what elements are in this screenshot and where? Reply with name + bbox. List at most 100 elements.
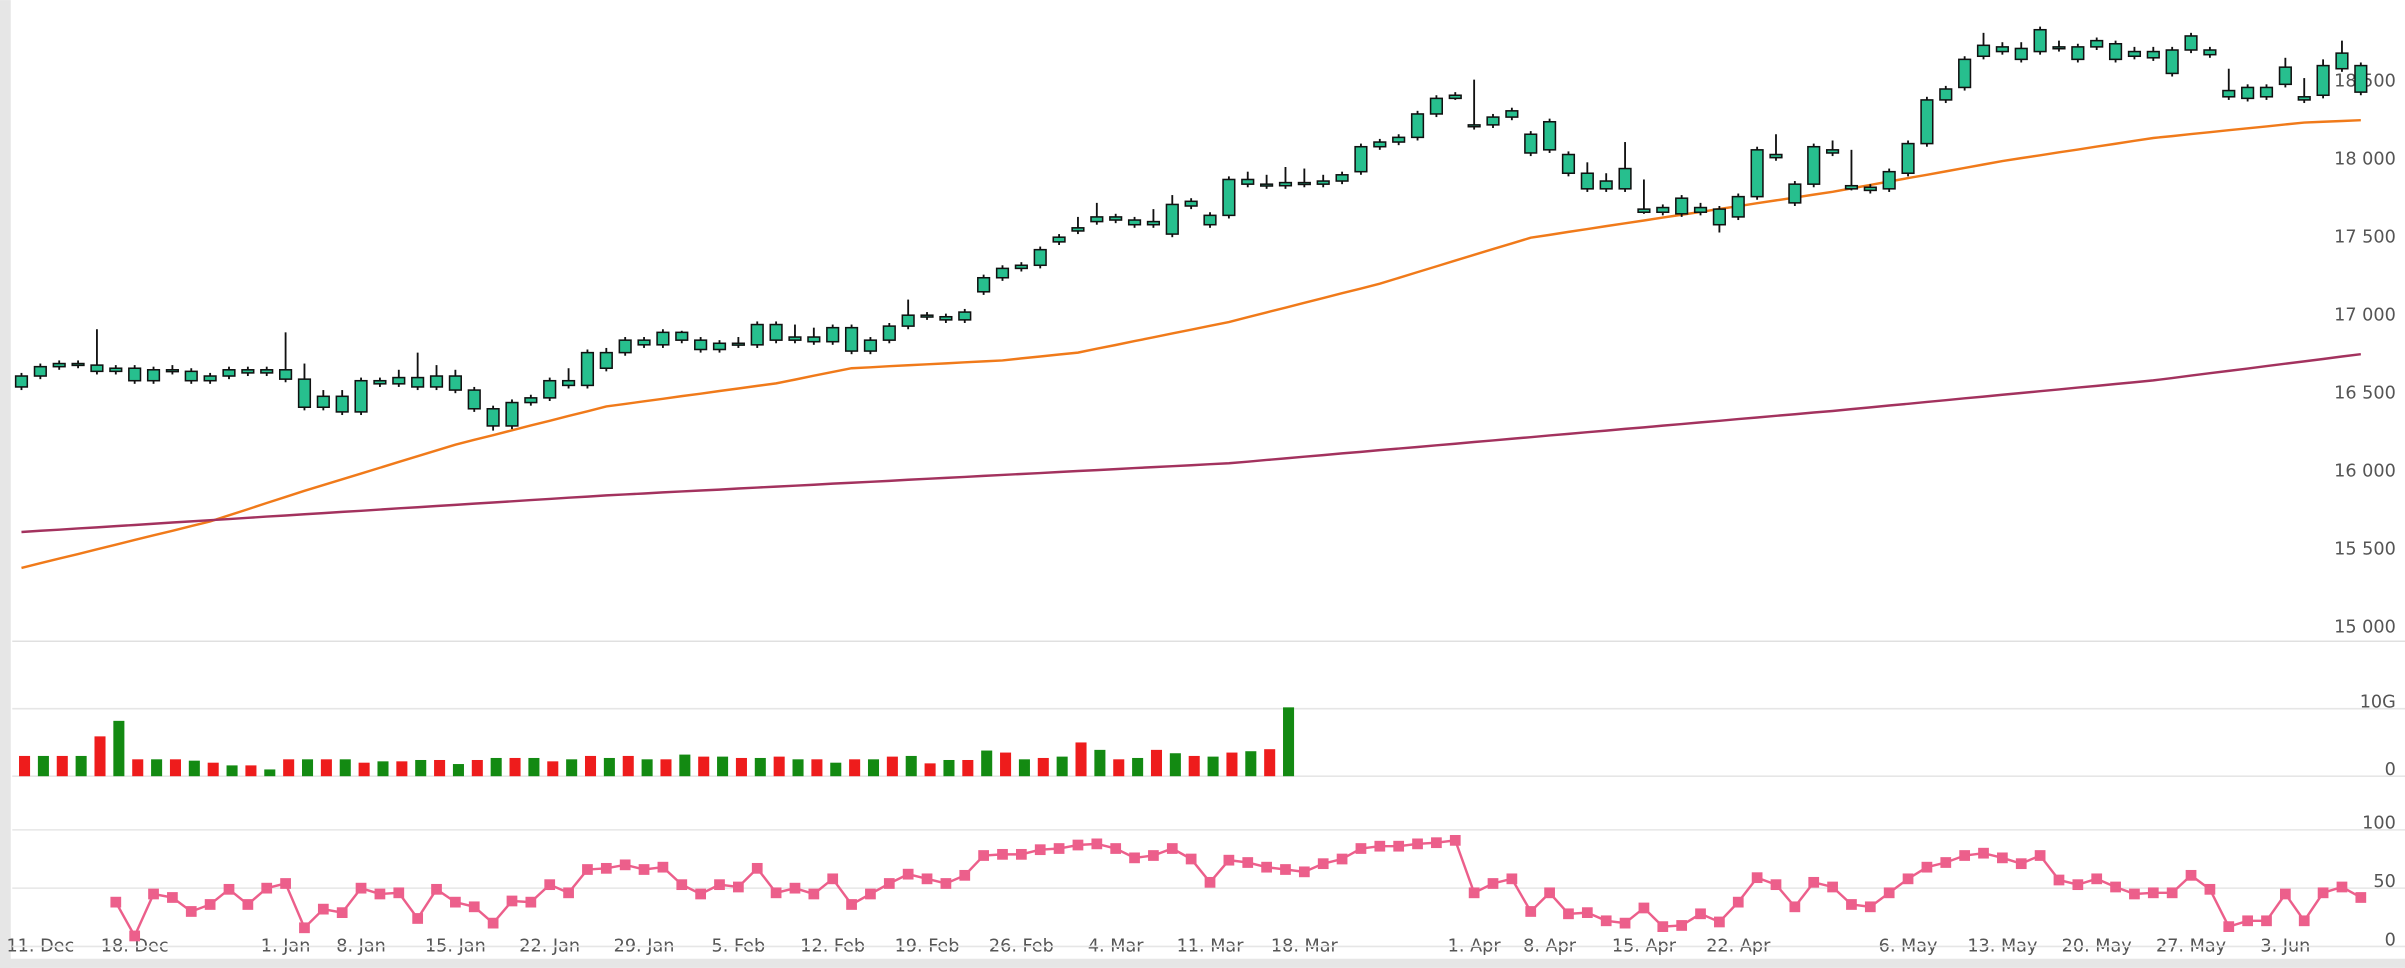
volume-bar [1094, 749, 1106, 777]
oscillator-marker [1412, 838, 1423, 850]
volume-bar [113, 720, 125, 777]
candle-body [1014, 264, 1028, 270]
volume-bar [339, 759, 351, 777]
candle-body [995, 267, 1010, 279]
candle-body [2297, 96, 2311, 101]
oscillator-marker [1789, 901, 1801, 913]
oscillator-marker [1431, 837, 1442, 849]
oscillator-marker [1449, 834, 1461, 846]
candle-body [2241, 86, 2255, 100]
oscillator-marker [2355, 892, 2367, 903]
candle-body [580, 351, 595, 387]
oscillator-marker [638, 864, 650, 875]
oscillator-marker [1374, 840, 1386, 852]
candle-body [1392, 136, 1406, 143]
oscillator-marker [129, 930, 141, 942]
candle-body [2108, 42, 2123, 61]
candle-body [1335, 174, 1349, 182]
candle-body [184, 370, 198, 382]
volume-bar [924, 763, 936, 777]
oscillator-marker [733, 881, 744, 893]
candle-body [901, 314, 915, 327]
candle-body [90, 364, 104, 373]
volume-bar [660, 759, 672, 777]
candle-body [128, 367, 142, 382]
oscillator-marker [1714, 916, 1725, 928]
oscillator-marker [1600, 915, 1612, 927]
candle-body [2184, 35, 2198, 51]
candle-body [788, 336, 802, 341]
oscillator-marker [1110, 843, 1122, 854]
oscillator-marker [1129, 852, 1140, 864]
candle-body [467, 389, 481, 410]
candle-body [71, 362, 85, 367]
candle-body [939, 315, 953, 321]
candle-body [750, 323, 764, 346]
volume-bar [1283, 707, 1295, 777]
candle-body [844, 326, 859, 352]
candle-body [2278, 66, 2292, 86]
candle-body [52, 362, 66, 368]
volume-bar [1132, 757, 1144, 777]
volume-bar [207, 762, 219, 777]
candle-body [1146, 220, 1161, 226]
y-tick-label: 17 500 [2334, 227, 2396, 247]
volume-bar [830, 762, 842, 777]
candle-body [1505, 110, 1519, 118]
volume-bar [415, 759, 427, 777]
candle-body [448, 375, 462, 391]
y-tick-label: 50 [2373, 872, 2395, 892]
candle-body [1939, 88, 1953, 101]
oscillator-marker [808, 888, 820, 900]
volume-bar [1150, 749, 1163, 777]
candle-body [1693, 206, 1708, 214]
oscillator-marker [1751, 872, 1763, 884]
oscillator-marker [1921, 861, 1933, 873]
oscillator-marker [299, 922, 310, 934]
volume-bar [1113, 759, 1125, 777]
candle-body [14, 375, 29, 388]
candle-body [165, 369, 179, 373]
oscillator-marker [2072, 879, 2084, 891]
candle-body [486, 408, 500, 427]
candle-body [977, 276, 991, 293]
volume-bar [490, 757, 502, 777]
candle-body [1807, 145, 1821, 185]
oscillator-marker [1317, 858, 1329, 870]
candle-body [731, 342, 745, 346]
oscillator-marker [2110, 881, 2121, 893]
candle-body [863, 339, 878, 352]
volume-bar [452, 764, 464, 777]
volume-bar [754, 757, 766, 777]
volume-bar [188, 760, 200, 777]
volume-bar [264, 769, 276, 777]
oscillator-marker [204, 899, 216, 910]
candle-body [2090, 39, 2104, 48]
candle-body [146, 369, 161, 382]
candle-body [203, 375, 217, 382]
candle-body [1033, 248, 1047, 267]
oscillator-marker [751, 862, 763, 874]
oscillator-marker [544, 879, 556, 891]
volume-bar [169, 759, 181, 777]
volume-bar [1226, 752, 1238, 777]
candle-body [1410, 113, 1425, 139]
oscillator-marker [242, 899, 254, 910]
oscillator-marker [921, 873, 933, 885]
candle-body [694, 339, 708, 351]
oscillator-marker [1166, 843, 1178, 854]
oscillator-marker [1393, 840, 1405, 852]
volume-bar [1169, 753, 1181, 777]
oscillator-marker [1657, 921, 1669, 932]
oscillator-marker [2053, 874, 2065, 886]
y-tick-label: 16 000 [2334, 461, 2396, 481]
volume-bar [773, 756, 785, 777]
candle-body [1656, 206, 1670, 214]
moving-average-line [21, 118, 2361, 570]
volume-bar [566, 759, 578, 777]
volume-bar [622, 755, 634, 777]
oscillator-marker [2015, 858, 2027, 870]
volume-bar [792, 759, 804, 777]
